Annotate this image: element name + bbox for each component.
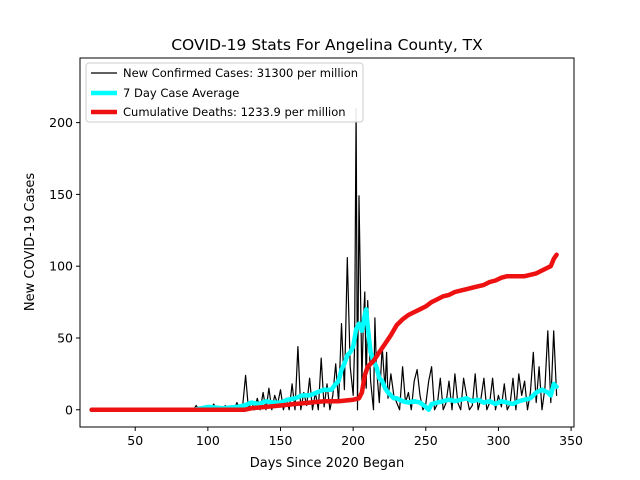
x-axis-label: Days Since 2020 Began bbox=[250, 456, 405, 471]
y-tick-label: 200 bbox=[49, 115, 73, 130]
legend-label-cases: New Confirmed Cases: 31300 per million bbox=[123, 66, 358, 80]
legend: New Confirmed Cases: 31300 per million 7… bbox=[85, 62, 364, 123]
ticks: 50 100 150 200 250 300 350 0 50 100 150 200 bbox=[49, 115, 583, 448]
y-tick-label: 50 bbox=[57, 330, 73, 345]
chart-title: COVID-19 Stats For Angelina County, TX bbox=[171, 36, 483, 54]
x-tick-label: 200 bbox=[341, 433, 365, 448]
x-tick-label: 250 bbox=[414, 433, 438, 448]
series-line-0 bbox=[90, 107, 558, 411]
y-axis-label: New COVID-19 Cases bbox=[23, 173, 38, 311]
legend-box bbox=[85, 62, 364, 123]
x-tick-label: 350 bbox=[559, 433, 583, 448]
x-tick-label: 50 bbox=[127, 433, 143, 448]
series-line-2 bbox=[89, 252, 559, 413]
x-tick-label: 150 bbox=[269, 433, 293, 448]
plot-lines bbox=[89, 107, 559, 413]
axes-frame bbox=[79, 57, 575, 428]
legend-label-average: 7 Day Case Average bbox=[123, 86, 239, 100]
y-tick-label: 150 bbox=[49, 187, 73, 202]
y-tick-label: 0 bbox=[65, 402, 73, 417]
y-tick-label: 100 bbox=[49, 259, 73, 274]
series-line-1 bbox=[89, 307, 559, 413]
x-tick-label: 300 bbox=[487, 433, 511, 448]
legend-label-deaths: Cumulative Deaths: 1233.9 per million bbox=[123, 105, 346, 119]
x-tick-label: 100 bbox=[196, 433, 220, 448]
